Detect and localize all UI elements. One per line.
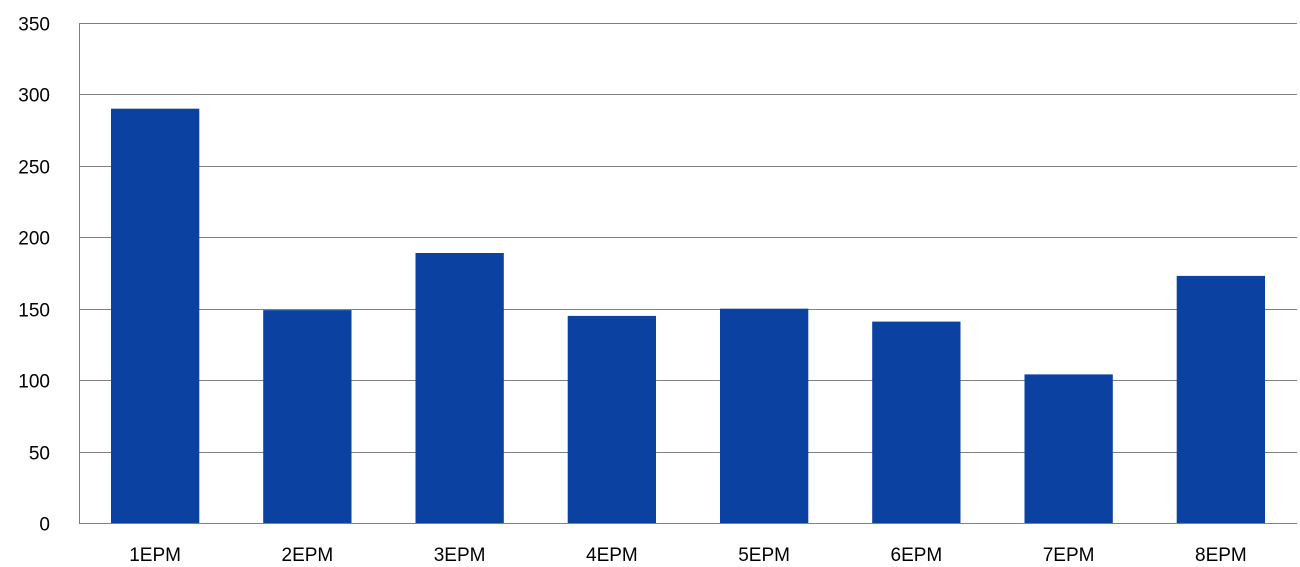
y-tick-label: 300 <box>18 86 50 107</box>
bar-1epm <box>111 108 200 523</box>
y-tick-label: 0 <box>39 515 50 536</box>
y-tick-label: 50 <box>29 444 50 465</box>
x-tick-label: 5EPM <box>738 545 790 566</box>
bar-2epm <box>263 310 352 523</box>
bar-3epm <box>415 253 504 523</box>
bar-7epm <box>1024 374 1113 523</box>
x-tick-label: 6EPM <box>891 545 943 566</box>
x-tick-label: 1EPM <box>129 545 181 566</box>
x-tick-label: 7EPM <box>1043 545 1095 566</box>
x-tick-label: 4EPM <box>586 545 638 566</box>
bar-6epm <box>872 321 961 523</box>
bars <box>111 108 1265 523</box>
x-tick-label: 8EPM <box>1195 545 1247 566</box>
x-axis-tick-labels: 1EPM 2EPM 3EPM 4EPM 5EPM 6EPM 7EPM 8EPM <box>129 545 1247 566</box>
axes <box>79 23 1297 524</box>
y-tick-label: 250 <box>18 158 50 179</box>
bar-4epm <box>567 315 656 523</box>
y-tick-label: 100 <box>18 372 50 393</box>
x-tick-label: 3EPM <box>434 545 486 566</box>
y-axis-tick-labels: 0 50 100 150 200 250 300 350 <box>18 15 50 536</box>
y-tick-label: 350 <box>18 15 50 36</box>
x-tick-label: 2EPM <box>282 545 334 566</box>
gridlines <box>79 23 1297 453</box>
bar-8epm <box>1176 275 1265 523</box>
y-tick-label: 200 <box>18 229 50 250</box>
bar-5epm <box>720 308 809 523</box>
y-tick-label: 150 <box>18 301 50 322</box>
